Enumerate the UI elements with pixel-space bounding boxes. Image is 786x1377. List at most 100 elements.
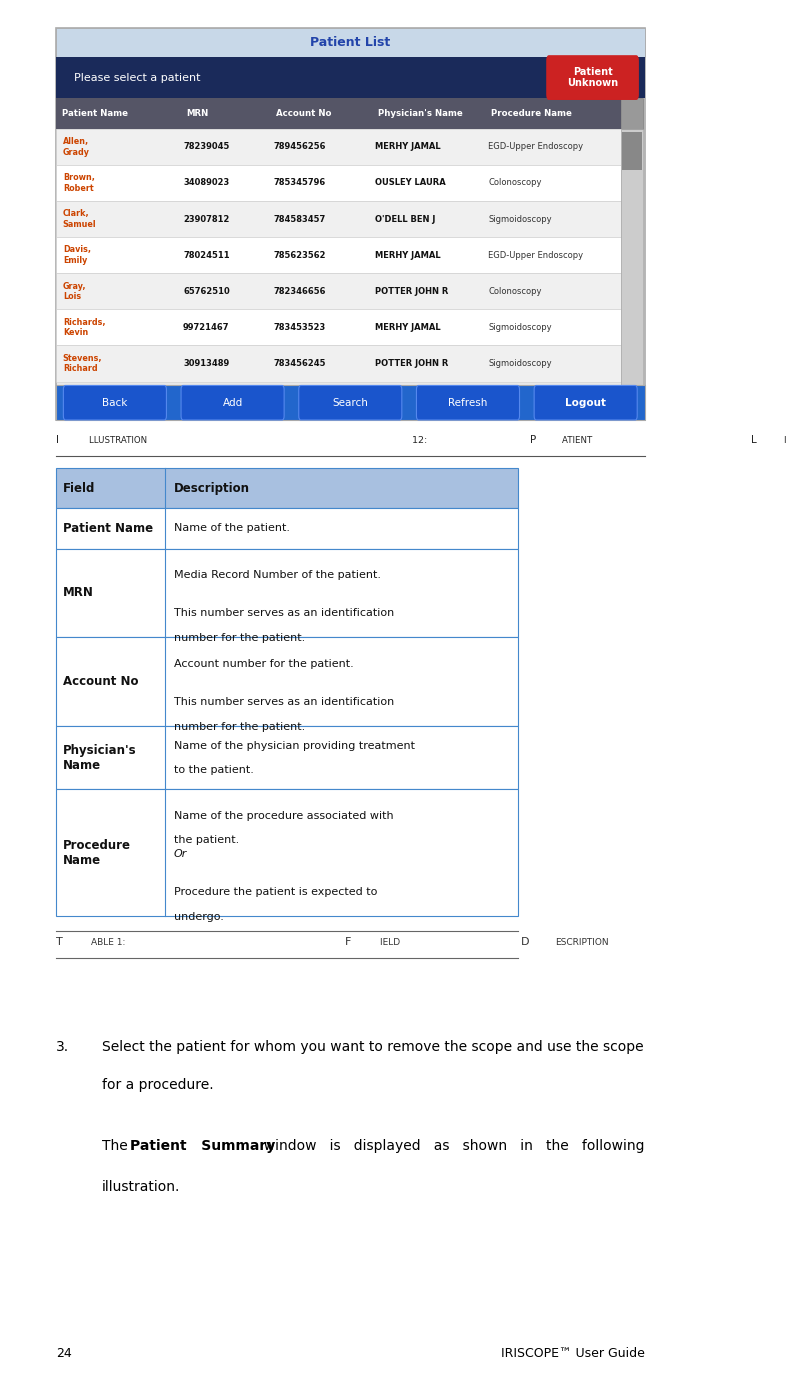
Bar xyxy=(56,98,621,129)
Text: Colonoscopy: Colonoscopy xyxy=(488,179,542,187)
Text: Name of the physician providing treatment: Name of the physician providing treatmen… xyxy=(174,741,415,750)
FancyBboxPatch shape xyxy=(546,55,639,101)
FancyBboxPatch shape xyxy=(181,386,284,420)
Text: the patient.: the patient. xyxy=(174,836,239,845)
Text: Refresh: Refresh xyxy=(448,398,487,408)
Text: Sigmoidoscopy: Sigmoidoscopy xyxy=(488,215,552,223)
Text: Name of the procedure associated with: Name of the procedure associated with xyxy=(174,811,393,821)
Bar xyxy=(56,727,519,789)
Text: LLUSTRATION: LLUSTRATION xyxy=(89,435,149,445)
Text: POTTER JOHN R: POTTER JOHN R xyxy=(375,286,449,296)
Text: Media Record Number of the patient.: Media Record Number of the patient. xyxy=(174,570,380,580)
Text: Logout: Logout xyxy=(565,398,606,408)
Text: Stevens,
Richard: Stevens, Richard xyxy=(63,354,102,373)
Text: Procedure
Name: Procedure Name xyxy=(63,839,131,866)
Text: IELD: IELD xyxy=(380,938,402,947)
Bar xyxy=(56,56,645,98)
Bar xyxy=(623,132,641,169)
Text: I: I xyxy=(56,435,59,445)
Text: Account No: Account No xyxy=(277,109,332,118)
Text: Procedure Name: Procedure Name xyxy=(491,109,571,118)
Text: illustration.: illustration. xyxy=(101,1180,180,1194)
Text: F: F xyxy=(345,938,351,947)
Text: 30913489: 30913489 xyxy=(183,359,230,368)
FancyBboxPatch shape xyxy=(299,386,402,420)
Text: Physician's Name: Physician's Name xyxy=(378,109,463,118)
Text: 3.: 3. xyxy=(56,1040,69,1053)
Bar xyxy=(621,129,643,386)
Text: 24: 24 xyxy=(56,1348,72,1360)
Bar xyxy=(56,201,621,237)
Text: to the patient.: to the patient. xyxy=(174,766,254,775)
Bar xyxy=(56,28,645,56)
Text: Patient List: Patient List xyxy=(310,36,391,48)
Bar xyxy=(56,468,519,508)
Text: Brown,
Robert: Brown, Robert xyxy=(63,174,94,193)
Text: Back: Back xyxy=(102,398,127,408)
Text: Allen,
Grady: Allen, Grady xyxy=(63,138,90,157)
Text: 12:: 12: xyxy=(412,435,430,445)
Text: Account number for the patient.: Account number for the patient. xyxy=(174,658,354,669)
Text: 65762510: 65762510 xyxy=(183,286,230,296)
Text: 785623562: 785623562 xyxy=(274,251,326,260)
Text: Davis,
Emily: Davis, Emily xyxy=(63,245,91,264)
Text: 782346656: 782346656 xyxy=(274,286,326,296)
Text: Procedure the patient is expected to: Procedure the patient is expected to xyxy=(174,887,377,896)
Text: Select the patient for whom you want to remove the scope and use the scope: Select the patient for whom you want to … xyxy=(101,1040,643,1053)
Text: OUSLEY LAURA: OUSLEY LAURA xyxy=(375,179,446,187)
Text: P: P xyxy=(530,435,536,445)
Text: 78024511: 78024511 xyxy=(183,251,230,260)
Text: 784583457: 784583457 xyxy=(274,215,325,223)
Text: 99721467: 99721467 xyxy=(183,322,230,332)
Bar xyxy=(56,273,621,310)
Text: This number serves as an identification: This number serves as an identification xyxy=(174,697,394,708)
Bar xyxy=(56,508,519,548)
Text: for a procedure.: for a procedure. xyxy=(101,1078,213,1092)
Text: IRISCOPE™ User Guide: IRISCOPE™ User Guide xyxy=(501,1348,645,1360)
Text: ATIENT: ATIENT xyxy=(563,435,596,445)
Text: EGD-Upper Endoscopy: EGD-Upper Endoscopy xyxy=(488,142,583,151)
FancyBboxPatch shape xyxy=(534,386,637,420)
Text: Name of the patient.: Name of the patient. xyxy=(174,523,290,533)
Text: Sigmoidoscopy: Sigmoidoscopy xyxy=(488,359,552,368)
Text: MRN: MRN xyxy=(186,109,208,118)
Text: 78239045: 78239045 xyxy=(183,142,230,151)
Text: 23907812: 23907812 xyxy=(183,215,230,223)
Text: number for the patient.: number for the patient. xyxy=(174,722,305,733)
Text: Field: Field xyxy=(63,482,95,494)
Text: Patient Name: Patient Name xyxy=(61,109,127,118)
Text: L: L xyxy=(751,435,757,445)
Text: Physician's
Name: Physician's Name xyxy=(63,744,137,772)
Text: 785345796: 785345796 xyxy=(274,179,325,187)
Bar xyxy=(56,386,645,420)
FancyBboxPatch shape xyxy=(417,386,520,420)
Bar xyxy=(56,346,621,381)
Text: Patient
Unknown: Patient Unknown xyxy=(567,66,618,88)
Text: MRN: MRN xyxy=(63,587,94,599)
Text: MERHY JAMAL: MERHY JAMAL xyxy=(375,322,441,332)
Text: Add: Add xyxy=(222,398,243,408)
Text: O'DELL BEN J: O'DELL BEN J xyxy=(375,215,435,223)
Text: Please select a patient: Please select a patient xyxy=(74,73,200,83)
Text: Patient Name: Patient Name xyxy=(63,522,153,534)
FancyBboxPatch shape xyxy=(64,386,167,420)
Text: number for the patient.: number for the patient. xyxy=(174,633,305,643)
Text: T: T xyxy=(56,938,63,947)
Text: Description: Description xyxy=(174,482,250,494)
Bar xyxy=(56,237,621,273)
Text: Sigmoidoscopy: Sigmoidoscopy xyxy=(488,322,552,332)
Text: EGD-Upper Endoscopy: EGD-Upper Endoscopy xyxy=(488,251,583,260)
Text: 789456256: 789456256 xyxy=(274,142,326,151)
Text: Clark,
Samuel: Clark, Samuel xyxy=(63,209,97,229)
Bar xyxy=(621,98,643,129)
Text: Account No: Account No xyxy=(63,675,138,688)
Text: Gray,
Lois: Gray, Lois xyxy=(63,281,86,302)
Text: MERHY JAMAL: MERHY JAMAL xyxy=(375,251,441,260)
Bar xyxy=(56,28,645,420)
Text: 34089023: 34089023 xyxy=(183,179,230,187)
Text: POTTER JOHN R: POTTER JOHN R xyxy=(375,359,449,368)
Text: This number serves as an identification: This number serves as an identification xyxy=(174,609,394,618)
Text: ESCRIPTION: ESCRIPTION xyxy=(556,938,609,947)
Text: IST: IST xyxy=(784,435,786,445)
Bar xyxy=(56,548,519,638)
